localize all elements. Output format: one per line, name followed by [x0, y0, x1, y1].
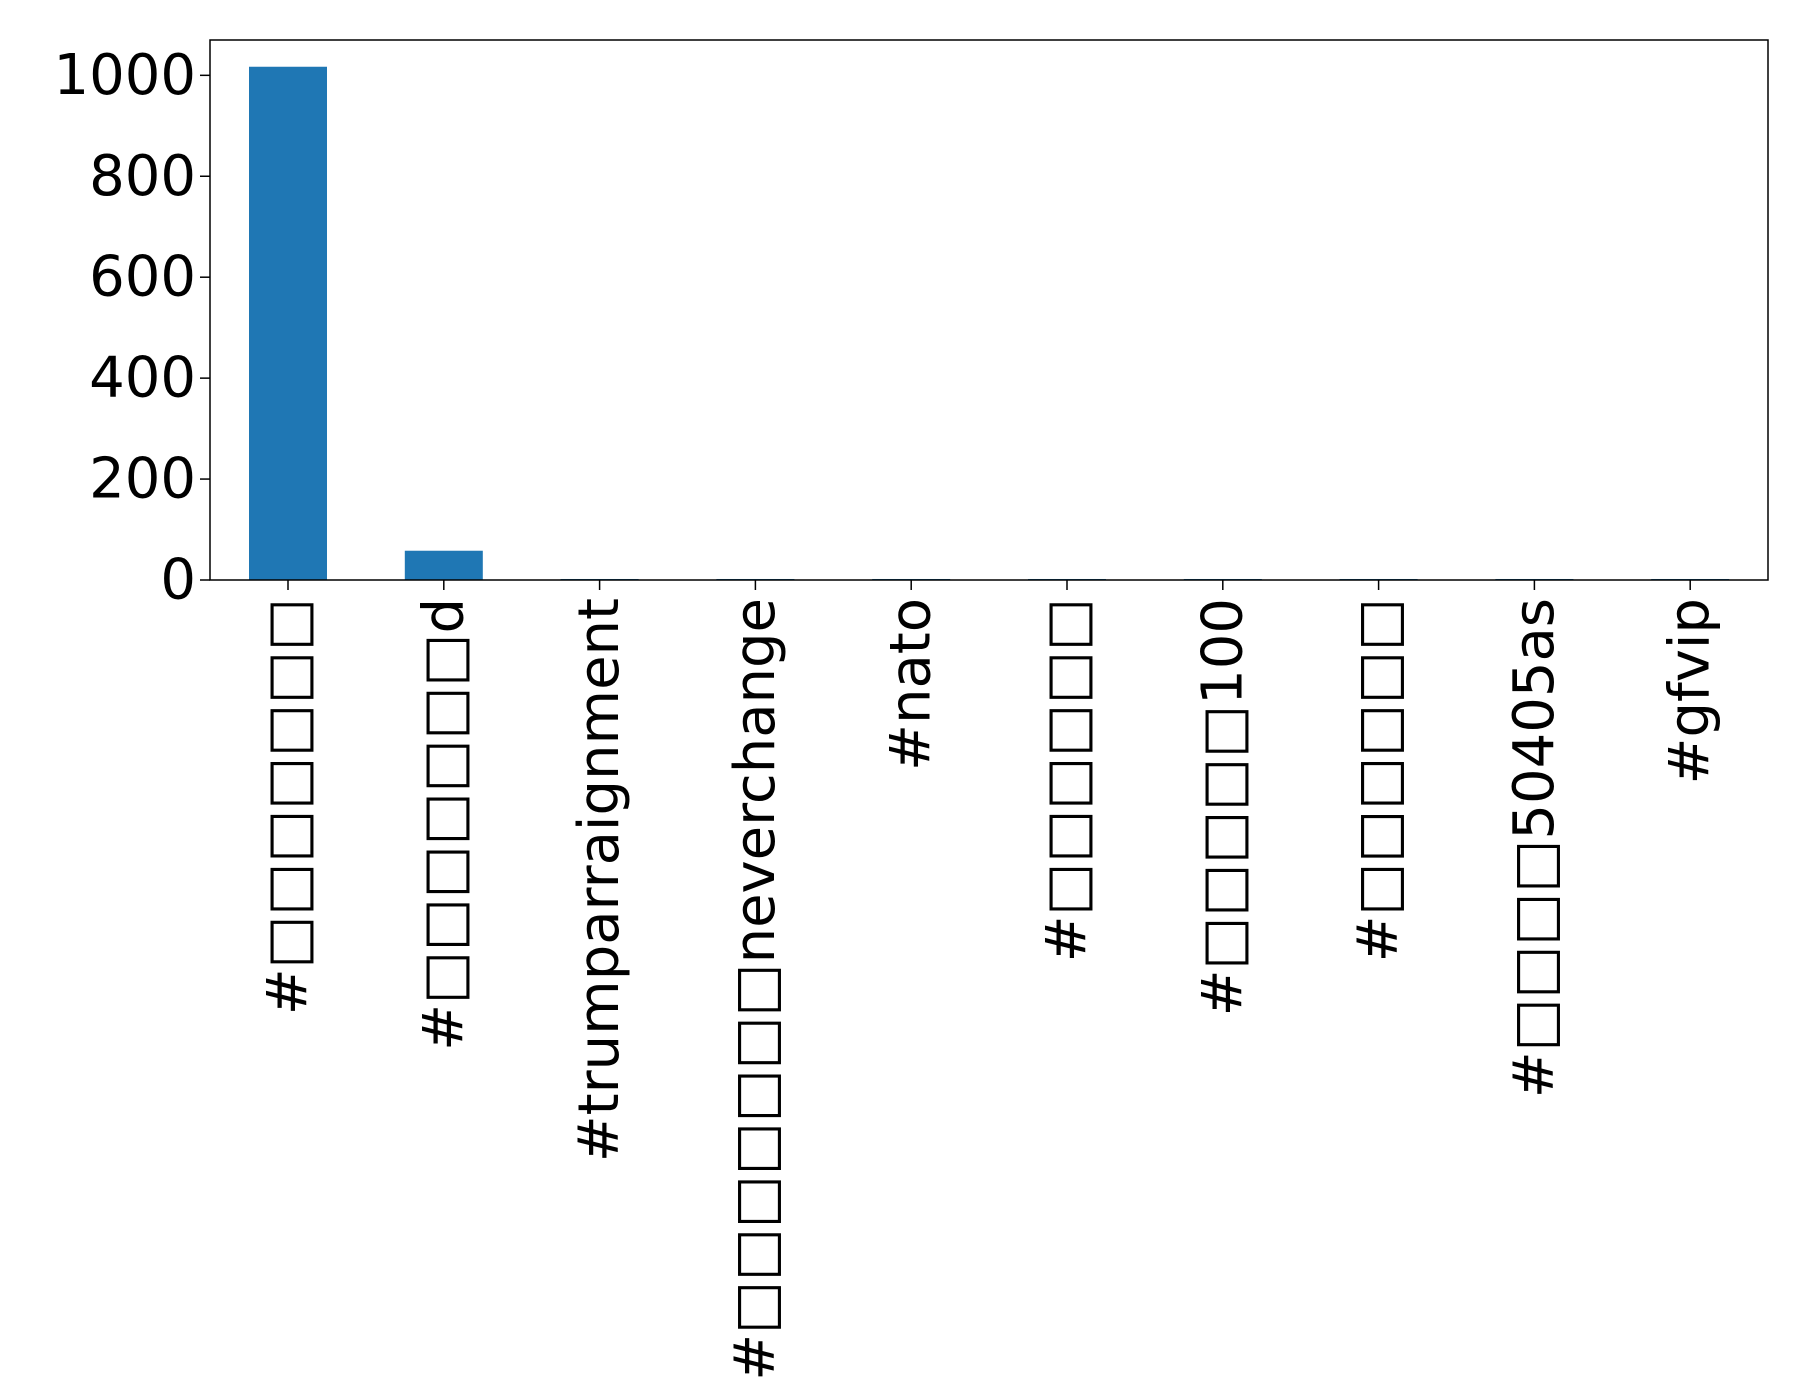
- x-axis: #□□□□□□□ #□□□□□□□d #trumparraignment #□□□□□…: [256, 580, 1723, 1381]
- x-tick-label-3: #□□□□□□□neverchange: [723, 598, 788, 1381]
- x-tick-label-2: #trumparraignment: [567, 598, 632, 1162]
- x-tick-label-0: #□□□□□□□: [256, 598, 321, 1015]
- plot-frame: [209, 39, 1769, 581]
- x-tick-label-6: #□□□□□100: [1190, 598, 1255, 1016]
- x-tick-label-8: #□□□□50405as: [1502, 598, 1567, 1098]
- y-tick-label-3: 600: [89, 245, 196, 310]
- y-tick-label-2: 400: [89, 346, 196, 411]
- x-tick-label-1: #□□□□□□□d: [411, 598, 476, 1051]
- y-axis: 0 200 400 600 800 1000: [53, 43, 210, 613]
- y-tick-label-4: 800: [89, 144, 196, 209]
- x-tick-label-7: #□□□□□□: [1346, 598, 1411, 962]
- x-tick-label-4: #nato: [879, 598, 944, 771]
- x-tick-label-9: #gfvip: [1658, 598, 1723, 784]
- x-tick-label-5: #□□□□□□: [1035, 598, 1100, 962]
- bar-0: [249, 66, 327, 580]
- y-tick-label-1: 200: [89, 447, 196, 512]
- y-tick-label-5: 1000: [53, 43, 196, 108]
- bar-1: [404, 550, 483, 580]
- y-tick-label-0: 0: [160, 548, 196, 613]
